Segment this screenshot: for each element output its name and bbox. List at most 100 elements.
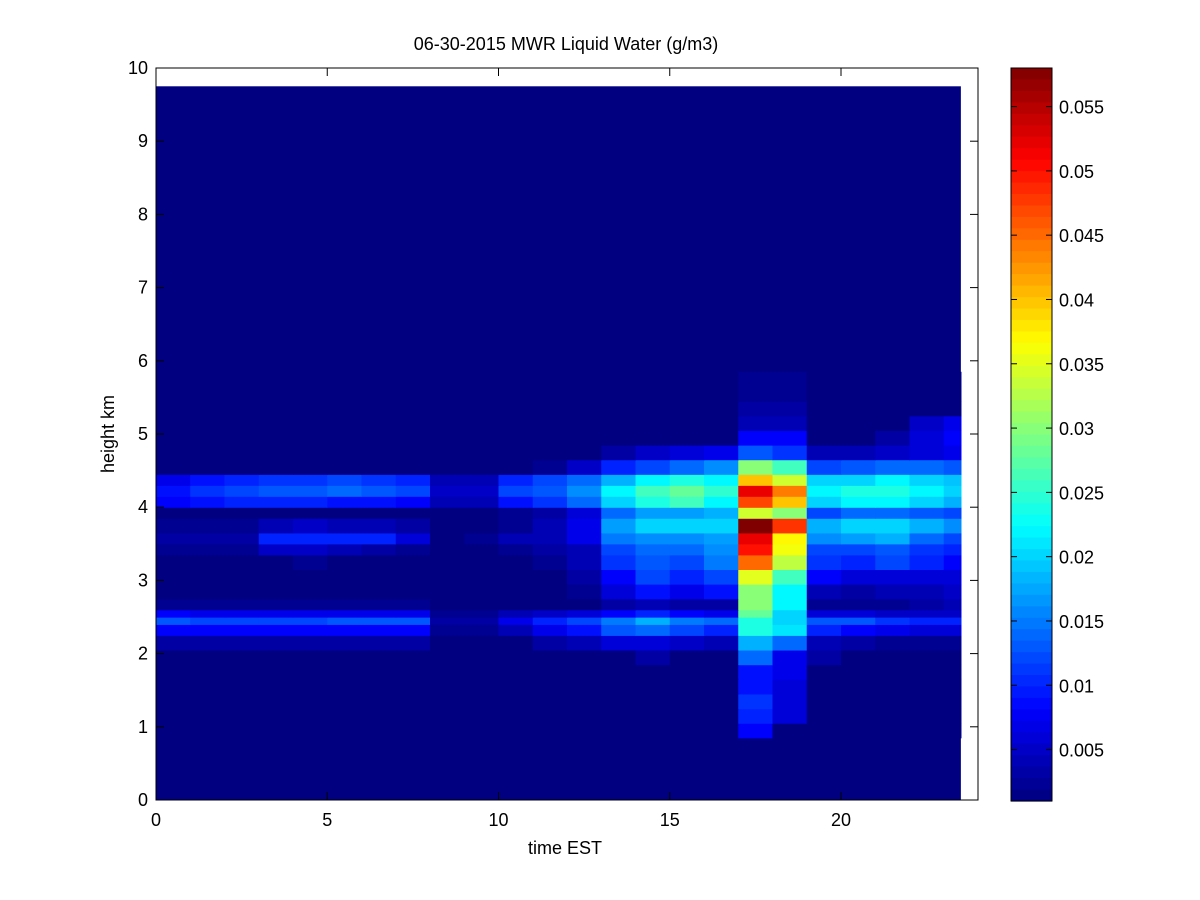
heatmap-cell (669, 598, 705, 611)
heatmap-cell (669, 444, 705, 461)
heatmap-cell (156, 444, 191, 461)
colorbar-band (1011, 491, 1052, 504)
heatmap-cell (293, 496, 328, 508)
heatmap-cell (875, 386, 911, 402)
heatmap-cell (943, 444, 962, 461)
heatmap-cell (772, 507, 808, 519)
heatmap-cell (635, 459, 671, 475)
heatmap-cell (875, 532, 911, 545)
heatmap-cell (224, 532, 260, 545)
heatmap-cell (327, 584, 363, 600)
heatmap-cell (943, 430, 962, 446)
heatmap-cell (567, 415, 602, 431)
heatmap-cell (806, 569, 842, 585)
heatmap-cell (806, 474, 842, 486)
heatmap-cell (361, 664, 397, 680)
heatmap-cell (258, 485, 294, 497)
heatmap-cell (395, 554, 431, 571)
heatmap-cell (258, 507, 294, 519)
heatmap-cell (395, 496, 431, 508)
heatmap-cell (669, 415, 705, 431)
heatmap-cell (224, 609, 260, 618)
heatmap-cell (464, 569, 500, 585)
heatmap-cell (327, 386, 363, 402)
heatmap-cell (532, 569, 568, 585)
heatmap-cell (601, 554, 637, 571)
heatmap-cell (395, 415, 431, 431)
heatmap-cell (395, 679, 431, 695)
heatmap-cell (258, 723, 294, 739)
heatmap-cell (841, 584, 876, 600)
heatmap-cell (806, 507, 842, 519)
colorbar-band (1011, 239, 1052, 252)
heatmap-cell (806, 617, 842, 625)
heatmap-cell (909, 444, 945, 461)
heatmap-cell (156, 415, 191, 431)
heatmap-cell (909, 693, 945, 710)
colorbar-band (1011, 228, 1052, 241)
heatmap-cell (601, 444, 637, 461)
heatmap-cell (567, 386, 602, 402)
heatmap-cell (498, 518, 534, 534)
heatmap-cell (532, 543, 568, 556)
heatmap-cell (567, 507, 602, 519)
colorbar-band (1011, 331, 1052, 344)
heatmap-cell (498, 554, 534, 571)
heatmap-cell (943, 415, 962, 431)
heatmap-cell (875, 679, 911, 695)
heatmap-cell (738, 444, 774, 461)
heatmap-cell (258, 569, 294, 585)
heatmap-cell (669, 532, 705, 545)
heatmap-cell (327, 532, 363, 545)
heatmap-cell (909, 371, 945, 388)
heatmap-cell (293, 609, 328, 618)
colorbar-tick-label: 0.025 (1059, 483, 1104, 503)
heatmap-cell (875, 554, 911, 571)
heatmap-cell (635, 386, 671, 402)
heatmap-cell (669, 679, 705, 695)
heatmap-cell (498, 679, 534, 695)
heatmap-cell (498, 532, 534, 545)
heatmap-cell (806, 584, 842, 600)
heatmap-cell (943, 693, 962, 710)
heatmap-cell (224, 485, 260, 497)
heatmap-cell (704, 444, 739, 461)
heatmap-cell (361, 624, 397, 636)
heatmap-cell (464, 401, 500, 417)
heatmap-cell (567, 609, 602, 618)
heatmap-cell (601, 649, 637, 666)
heatmap-cell (498, 708, 534, 724)
heatmap-cell (738, 723, 774, 739)
heatmap-cell (738, 584, 774, 600)
heatmap-cell (841, 649, 876, 666)
heatmap-cell (224, 617, 260, 625)
heatmap-cell (704, 415, 739, 431)
heatmap-cell (841, 532, 876, 545)
heatmap-cell (395, 708, 431, 724)
heatmap-cell (430, 624, 465, 636)
heatmap-cell (909, 723, 945, 739)
heatmap-cell (772, 693, 808, 710)
heatmap-cell (464, 459, 500, 475)
colorbar-band (1011, 102, 1052, 115)
heatmap-cell (327, 569, 363, 585)
colorbar-band (1011, 537, 1052, 550)
chart-title: 06-30-2015 MWR Liquid Water (g/m3) (414, 34, 718, 54)
heatmap-cell (772, 723, 808, 739)
heatmap-cell (532, 584, 568, 600)
colorbar-band (1011, 400, 1052, 413)
heatmap-cell (943, 554, 962, 571)
heatmap-cell (327, 635, 363, 651)
colorbar-tick-label: 0.055 (1059, 98, 1104, 118)
heatmap-cell (943, 569, 962, 585)
heatmap-cell (841, 569, 876, 585)
heatmap-cell (395, 518, 431, 534)
heatmap-cell (156, 624, 191, 636)
heatmap-cell (875, 635, 911, 651)
heatmap-cell (532, 708, 568, 724)
heatmap-cell (430, 459, 465, 475)
heatmap-cell (258, 554, 294, 571)
heatmap-cell (704, 430, 739, 446)
colorbar-tick-label: 0.005 (1059, 741, 1104, 761)
heatmap-cell (498, 693, 534, 710)
